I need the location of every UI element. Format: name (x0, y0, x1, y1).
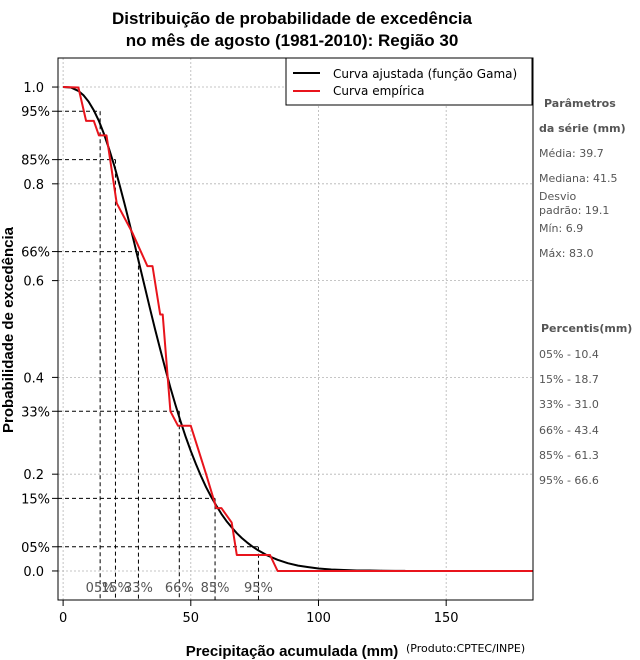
percentiles-panel: Percentis(mm) 05% - 10.4 15% - 18.7 33% … (539, 322, 632, 487)
percentile-x-label: 05% (86, 581, 115, 596)
percentile-x-label: 95% (244, 581, 273, 596)
param-max: Máx: 83.0 (539, 247, 593, 260)
legend-box (285, 57, 533, 106)
y-axis-title: Probabilidade de excedência (0, 226, 17, 433)
chart-title-line2: no mês de agosto (1981-2010): Região 30 (126, 31, 459, 50)
x-tick-label: 100 (306, 611, 331, 626)
y-tick-label: 0.4 (23, 371, 44, 386)
prob-tick-label: 15% (21, 492, 50, 507)
percentile-66: 66% - 43.4 (539, 424, 599, 437)
gamma-fit-line (63, 86, 406, 572)
percentile-33: 33% - 31.0 (539, 398, 599, 411)
x-tick-label: 150 (434, 611, 459, 626)
param-stddev-line1: Desvio (539, 190, 577, 203)
legend-label-empirical: Curva empírica (333, 84, 424, 98)
percentile-x-label: 66% (165, 581, 194, 596)
y-tick-label: 0.2 (23, 468, 44, 483)
percentile-x-label: 15% (101, 581, 130, 596)
param-min: Mín: 6.9 (539, 222, 583, 235)
prob-tick-label: 95% (21, 105, 50, 120)
y-axis-ticks: 0.0 0.2 0.4 0.6 0.8 1.0 95% 85% 66% 33% 15% 05% (21, 81, 58, 580)
prob-tick-label: 33% (21, 405, 50, 420)
plot-frame (57, 57, 534, 601)
parameters-panel: Parâmetros da série (mm) Média: 39.7 Med… (539, 97, 626, 260)
percentile-85: 85% - 61.3 (539, 449, 599, 462)
params-heading-line1: Parâmetros (544, 97, 616, 110)
prob-tick-label: 66% (21, 246, 50, 261)
empirical-line (63, 86, 533, 572)
x-tick-label: 50 (183, 611, 200, 626)
params-heading-line2: da série (mm) (539, 122, 626, 135)
percentile-x-label: 85% (201, 581, 230, 596)
percentile-x-label: 33% (124, 581, 153, 596)
y-tick-label: 0.0 (23, 565, 44, 580)
x-axis-ticks: 0 50 100 150 05%15%33% 66% 85% 95% (59, 581, 459, 626)
x-tick-label: 0 (59, 611, 67, 626)
param-stddev-line2: padrão: 19.1 (539, 204, 609, 217)
param-median: Mediana: 41.5 (539, 172, 617, 185)
legend: Curva ajustada (função Gama) Curva empír… (285, 57, 533, 106)
param-mean: Média: 39.7 (539, 147, 604, 160)
y-tick-label: 0.8 (23, 178, 44, 193)
credit-text: (Produto:CPTEC/INPE) (406, 642, 525, 655)
legend-label-gamma: Curva ajustada (função Gama) (333, 67, 517, 81)
percentile-15: 15% - 18.7 (539, 373, 599, 386)
grid (58, 58, 533, 600)
percentile-guides (58, 110, 259, 600)
x-axis-title: Precipitação acumulada (mm) (186, 643, 399, 660)
percentile-95: 95% - 66.6 (539, 474, 599, 487)
prob-tick-label: 85% (21, 154, 50, 169)
prob-tick-label: 05% (21, 541, 50, 556)
y-tick-label: 0.6 (23, 275, 44, 290)
percentiles-heading: Percentis(mm) (541, 322, 632, 335)
y-tick-label: 1.0 (23, 81, 44, 96)
percentile-05: 05% - 10.4 (539, 348, 599, 361)
series-lines (63, 86, 533, 572)
chart-title-line1: Distribuição de probabilidade de excedên… (112, 9, 472, 28)
